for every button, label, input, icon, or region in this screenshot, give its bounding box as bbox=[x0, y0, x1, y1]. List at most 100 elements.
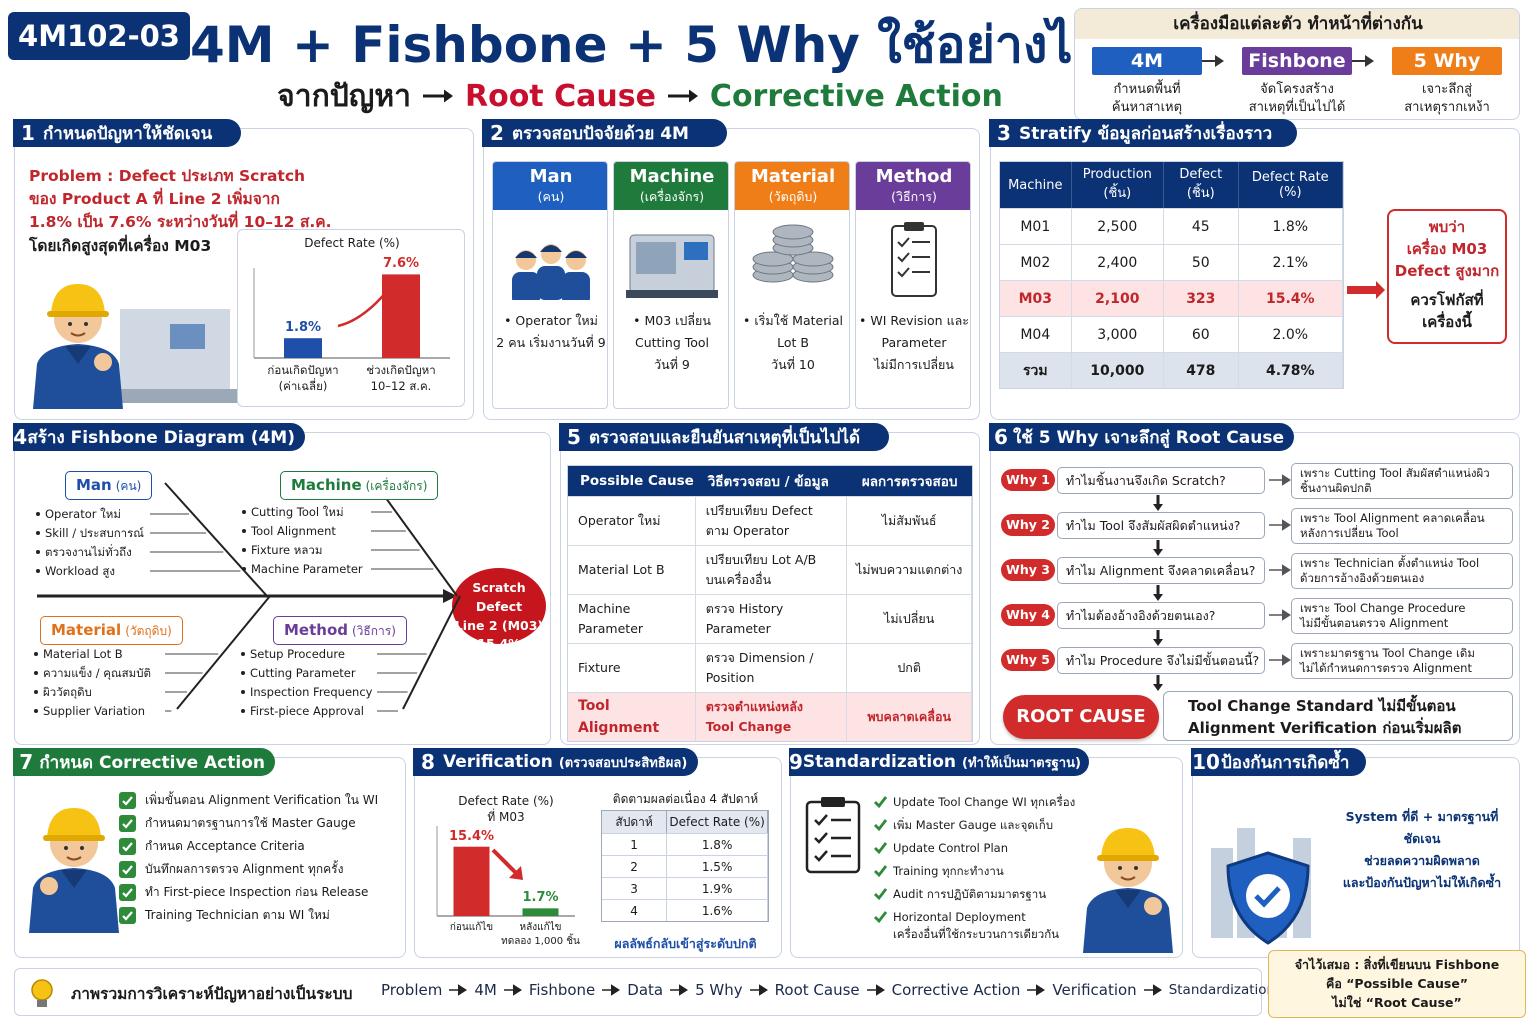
factor-finding: • M03 เปลี่ยน Cutting Tool วันที่ 9 bbox=[633, 313, 711, 372]
worker-hat-brim bbox=[47, 311, 109, 317]
table-cell: Operator ใหม่ bbox=[568, 497, 696, 545]
subtitle-part: Corrective Action bbox=[709, 78, 1003, 114]
table-cell: 15.4% bbox=[1239, 281, 1343, 316]
tool-name: 5 Why bbox=[1392, 47, 1502, 75]
cause-bullet bbox=[242, 567, 246, 571]
checkbox-tick bbox=[122, 796, 133, 806]
insight-finding: พบว่า เครื่อง M03 Defect สูงมาก bbox=[1394, 218, 1500, 280]
factor-icon bbox=[891, 222, 937, 297]
table-row: 4 1.6% bbox=[602, 899, 768, 921]
checkbox-tick bbox=[122, 842, 133, 852]
arrow-head bbox=[1365, 55, 1374, 67]
table-cell: M02 bbox=[1000, 245, 1072, 280]
table-row: 1 1.8% bbox=[602, 833, 768, 855]
table-cell: 1 bbox=[602, 834, 668, 855]
cause-bullet bbox=[34, 671, 38, 675]
table-cell: M04 bbox=[1000, 317, 1072, 352]
why-question: ทำไม Procedure จึงไม่มีขั้นตอนนี้? bbox=[1057, 647, 1265, 674]
factor-subtitle: (วัตถุดิบ) bbox=[768, 189, 818, 204]
table-row: 3 1.9% bbox=[602, 877, 768, 899]
section-number: 7 bbox=[19, 750, 34, 774]
arrow-head bbox=[1153, 549, 1163, 556]
table-row: M03 2,100 323 15.4% bbox=[1000, 280, 1343, 316]
worker-hat-brim bbox=[43, 835, 105, 841]
trend-arrow bbox=[337, 289, 389, 328]
cause-bullet bbox=[241, 709, 245, 713]
arrow bbox=[1352, 55, 1374, 67]
factor-name: Machine bbox=[629, 166, 715, 187]
factor-column: Machine (เครื่องจักร) • M03 เปลี่ยน Cuttin… bbox=[613, 161, 729, 409]
insight-action: ควรโฟกัสที่ เครื่องนี้ bbox=[1410, 291, 1484, 331]
category-label: ก่อนแก้ไข bbox=[449, 922, 494, 933]
cause: Cutting Parameter bbox=[250, 666, 356, 680]
why-answer: เพราะมาตรฐาน Tool Change เดิม ไม่ได้กำหน… bbox=[1291, 643, 1513, 679]
worker-mouth bbox=[70, 332, 86, 337]
machine-screen bbox=[684, 242, 708, 260]
worker bbox=[29, 808, 119, 933]
branch-label: Method (วิธีการ) bbox=[273, 616, 407, 645]
check bbox=[897, 267, 910, 278]
arrow-head bbox=[1282, 654, 1291, 666]
bar-value-label: 7.6% bbox=[382, 256, 420, 272]
process-flow: Problem 4M Fishbone Data 5 Why Root Cause Corr… bbox=[381, 981, 1275, 999]
checkbox bbox=[119, 838, 136, 855]
section-number: 6 bbox=[994, 425, 1008, 449]
worker-collar bbox=[1115, 890, 1141, 908]
why-question: ทำไมชิ้นงานจึงเกิด Scratch? bbox=[1057, 467, 1265, 494]
machine-screen bbox=[170, 324, 205, 349]
arrow-head bbox=[512, 984, 522, 996]
check bbox=[814, 814, 828, 826]
fishbone-bone bbox=[164, 482, 268, 597]
category-label: ช่วงเกิดปัญหา 10–12 ส.ค. bbox=[366, 363, 436, 393]
arrow-head bbox=[1282, 609, 1291, 621]
tools-title: เครื่องมือแต่ละตัว ทำหน้าที่ต่างกัน bbox=[1075, 9, 1519, 39]
cause-bullet bbox=[36, 550, 40, 554]
arrow-head bbox=[1153, 684, 1163, 691]
root-cause: Tool Change Standard ไม่มีขั้นตอน Alignm… bbox=[1163, 691, 1513, 741]
branch-subtitle: (วิธีการ) bbox=[352, 624, 396, 638]
table-header-cell: สัปดาห์ bbox=[602, 811, 668, 833]
person-body bbox=[537, 266, 565, 300]
checkbox-box bbox=[119, 861, 136, 878]
table-row: 2 1.5% bbox=[602, 855, 768, 877]
table-cell: ปกติ bbox=[847, 644, 972, 692]
branch-subtitle: (คน) bbox=[115, 479, 142, 493]
section-number: 1 bbox=[21, 121, 35, 145]
table-cell: 2,100 bbox=[1072, 281, 1165, 316]
why-question: ทำไม Alignment จึงคลาดเคลื่อน? bbox=[1057, 557, 1265, 584]
section-title: ป้องกันการเกิดซ้ำ bbox=[1221, 752, 1350, 773]
factor-finding: • เริ่มใช้ Material Lot B วันที่ 10 bbox=[743, 313, 843, 372]
section-title: Verification bbox=[443, 752, 553, 772]
section-header: 8 Verification (ตรวจสอบประสิทธิผล) bbox=[413, 748, 698, 776]
section-header: 9 Standardization (ทำให้เป็นมาตรฐาน) bbox=[789, 748, 1089, 776]
section-header: 10 ป้องกันการเกิดซ้ำ bbox=[1191, 748, 1366, 776]
table-cell: 50 bbox=[1164, 245, 1239, 280]
table-cell: 1.6% bbox=[667, 900, 768, 921]
branch-label: Material (วัตถุดิบ) bbox=[40, 616, 183, 645]
machine-base bbox=[626, 290, 718, 298]
why-label: Why 3 bbox=[1001, 559, 1055, 581]
factor-header: Machine (เครื่องจักร) bbox=[614, 162, 728, 210]
table-cell: Machine Parameter bbox=[568, 595, 696, 643]
cause-bullet bbox=[34, 709, 38, 713]
why-answer: เพราะ Tool Alignment คลาดเคลื่อน หลังการ… bbox=[1291, 508, 1513, 544]
check bbox=[874, 888, 887, 901]
cause-bullet bbox=[36, 512, 40, 516]
checkbox-box bbox=[119, 838, 136, 855]
checkbox bbox=[119, 861, 136, 878]
standard-item: Training ทุกกะทำงาน bbox=[893, 864, 1004, 878]
arrow-head bbox=[611, 984, 621, 996]
machine-window bbox=[636, 242, 676, 274]
page-title: 4M + Fishbone + 5 Why ใช้อย่างไร? bbox=[190, 16, 1129, 74]
arrow bbox=[1269, 654, 1291, 666]
section-number: 10 bbox=[1192, 750, 1220, 774]
arrow-head bbox=[875, 984, 885, 996]
check-icon bbox=[874, 842, 887, 855]
bar-value-label: 1.7% bbox=[522, 890, 559, 906]
arrow-head bbox=[758, 984, 768, 996]
checkbox-tick bbox=[122, 911, 133, 921]
branch-label: Man (คน) bbox=[65, 471, 153, 500]
checkbox bbox=[119, 792, 136, 809]
table-cell: 1.8% bbox=[1239, 209, 1343, 244]
